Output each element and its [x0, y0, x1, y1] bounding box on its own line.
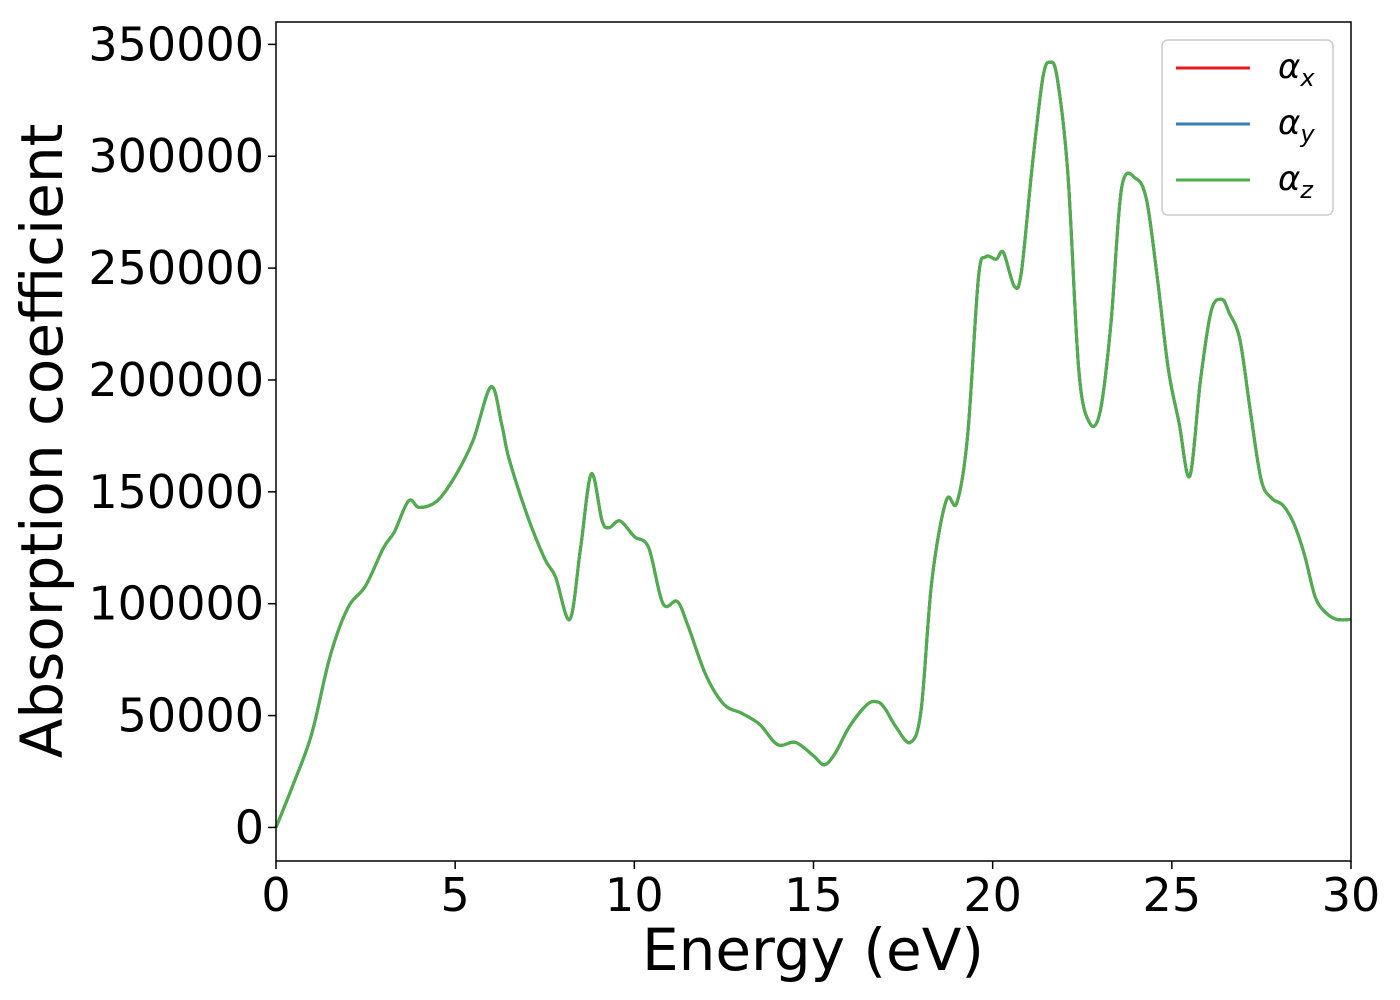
y-tick-label: 350000: [88, 17, 264, 71]
x-tick-label: 30: [1322, 868, 1381, 922]
x-axis: 0 5 10 15 20 25 30: [261, 861, 1380, 922]
y-tick-label: 250000: [88, 241, 264, 295]
x-tick-label: 10: [605, 868, 664, 922]
y-tick-label: 150000: [88, 465, 264, 519]
x-tick-label: 5: [441, 868, 470, 922]
y-tick-label: 200000: [88, 353, 264, 407]
y-tick-label: 50000: [118, 689, 264, 743]
x-tick-label: 0: [261, 868, 290, 922]
x-tick-label: 20: [963, 868, 1022, 922]
x-axis-title: Energy (eV): [642, 916, 984, 984]
legend-box: [1161, 39, 1334, 216]
series-line-3: [274, 60, 1352, 828]
y-axis-title: Absorption coefficient: [8, 124, 76, 759]
y-axis: 0 50000 100000 150000 200000 250000 300000 3500…: [88, 17, 276, 854]
y-tick-label: 0: [235, 800, 264, 854]
x-tick-label: 25: [1143, 868, 1202, 922]
y-tick-label: 100000: [88, 577, 264, 631]
x-tick-label: 15: [784, 868, 843, 922]
y-tick-label: 300000: [88, 129, 264, 183]
series-layer: [274, 60, 1352, 828]
